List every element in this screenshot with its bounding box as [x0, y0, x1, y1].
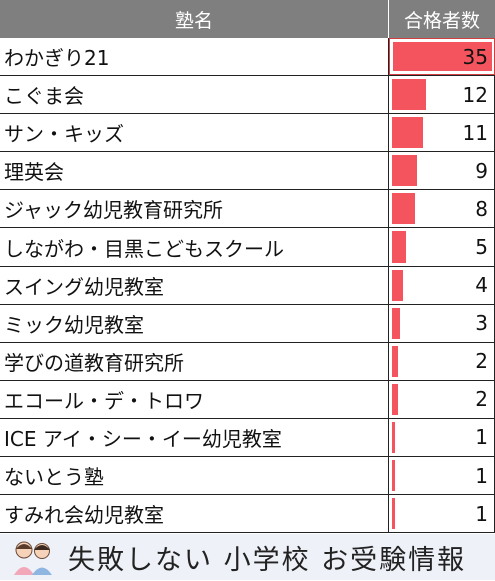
school-name: わかぎり21	[0, 38, 389, 76]
count-value: 2	[475, 349, 488, 374]
count-value: 11	[462, 120, 488, 145]
count-bar	[392, 231, 407, 263]
count-cell: 8	[389, 190, 495, 228]
count-value: 35	[462, 44, 488, 69]
count-value: 9	[475, 158, 488, 183]
table-body: わかぎり21 35 こぐま会 12 サン・キッズ 11 理英会 9 ジャック幼児教育研究所 8 しな…	[0, 38, 495, 534]
school-name: すみれ会幼児教室	[0, 495, 389, 533]
table-header: 塾名 合格者数	[0, 0, 495, 38]
table-row: しながわ・目黒こどもスクール 5	[0, 228, 495, 267]
count-bar	[392, 193, 415, 225]
school-name: ジャック幼児教育研究所	[0, 190, 389, 228]
count-bar	[393, 42, 492, 72]
count-cell: 3	[389, 304, 495, 342]
count-cell: 12	[389, 76, 495, 114]
school-name: ミック幼児教室	[0, 304, 389, 342]
count-value: 3	[475, 311, 488, 336]
table-row: わかぎり21 35	[0, 38, 495, 77]
column-header-count: 合格者数	[403, 9, 480, 32]
school-name: エコール・デ・トロワ	[0, 380, 389, 418]
school-name: スイング幼児教室	[0, 266, 389, 304]
school-name: 理英会	[0, 152, 389, 190]
count-cell: 1	[389, 495, 495, 533]
count-bar	[392, 79, 426, 111]
table-row: エコール・デ・トロワ 2	[0, 380, 495, 419]
count-cell: 2	[389, 380, 495, 418]
count-value: 2	[475, 387, 488, 412]
count-bar	[392, 421, 395, 454]
count-cell: 1	[389, 418, 495, 457]
school-name: ないとう塾	[0, 457, 389, 495]
school-name: こぐま会	[0, 76, 389, 114]
table-row: スイング幼児教室 4	[0, 266, 495, 305]
table-row: ICE アイ・シー・イー幼児教室 1	[0, 418, 495, 458]
school-name: 学びの道教育研究所	[0, 342, 389, 380]
table-row: ジャック幼児教育研究所 8	[0, 190, 495, 229]
table-row: サン・キッズ 11	[0, 114, 495, 153]
count-cell: 1	[389, 457, 495, 495]
count-bar	[392, 383, 398, 415]
count-bar	[392, 460, 395, 492]
school-name: しながわ・目黒こどもスクール	[0, 228, 389, 266]
school-name: サン・キッズ	[0, 114, 389, 152]
count-bar	[392, 155, 418, 187]
two-children-icon	[10, 537, 56, 577]
count-value: 8	[475, 196, 488, 221]
count-bar	[392, 345, 398, 377]
count-value: 4	[475, 273, 488, 298]
count-value: 1	[475, 501, 488, 526]
table-row: 学びの道教育研究所 2	[0, 342, 495, 381]
count-value: 1	[475, 463, 488, 488]
count-cell: 35	[389, 38, 495, 76]
count-bar	[392, 498, 395, 530]
table-row: 理英会 9	[0, 152, 495, 191]
column-header-school: 塾名	[0, 0, 389, 38]
table-row: ないとう塾 1	[0, 457, 495, 496]
count-cell: 11	[389, 114, 495, 152]
school-name: ICE アイ・シー・イー幼児教室	[0, 418, 389, 457]
count-cell: 2	[389, 342, 495, 380]
results-table: 塾名 合格者数 わかぎり21 35 こぐま会 12 サン・キッズ 11 理英会 9 ジャック幼児…	[0, 0, 495, 534]
count-cell: 9	[389, 152, 495, 190]
count-bar	[392, 307, 401, 339]
count-value: 12	[462, 82, 488, 107]
table-row: ミック幼児教室 3	[0, 304, 495, 343]
count-cell: 4	[389, 266, 495, 304]
footer-title: 失敗しない 小学校 お受験情報	[68, 544, 467, 576]
count-value: 1	[475, 425, 488, 450]
footer-banner: 失敗しない 小学校 お受験情報	[0, 534, 495, 580]
table-row: こぐま会 12	[0, 76, 495, 115]
table-row: すみれ会幼児教室 1	[0, 495, 495, 534]
count-bar	[392, 269, 404, 301]
count-bar	[392, 117, 424, 149]
count-value: 5	[475, 235, 488, 260]
count-cell: 5	[389, 228, 495, 266]
